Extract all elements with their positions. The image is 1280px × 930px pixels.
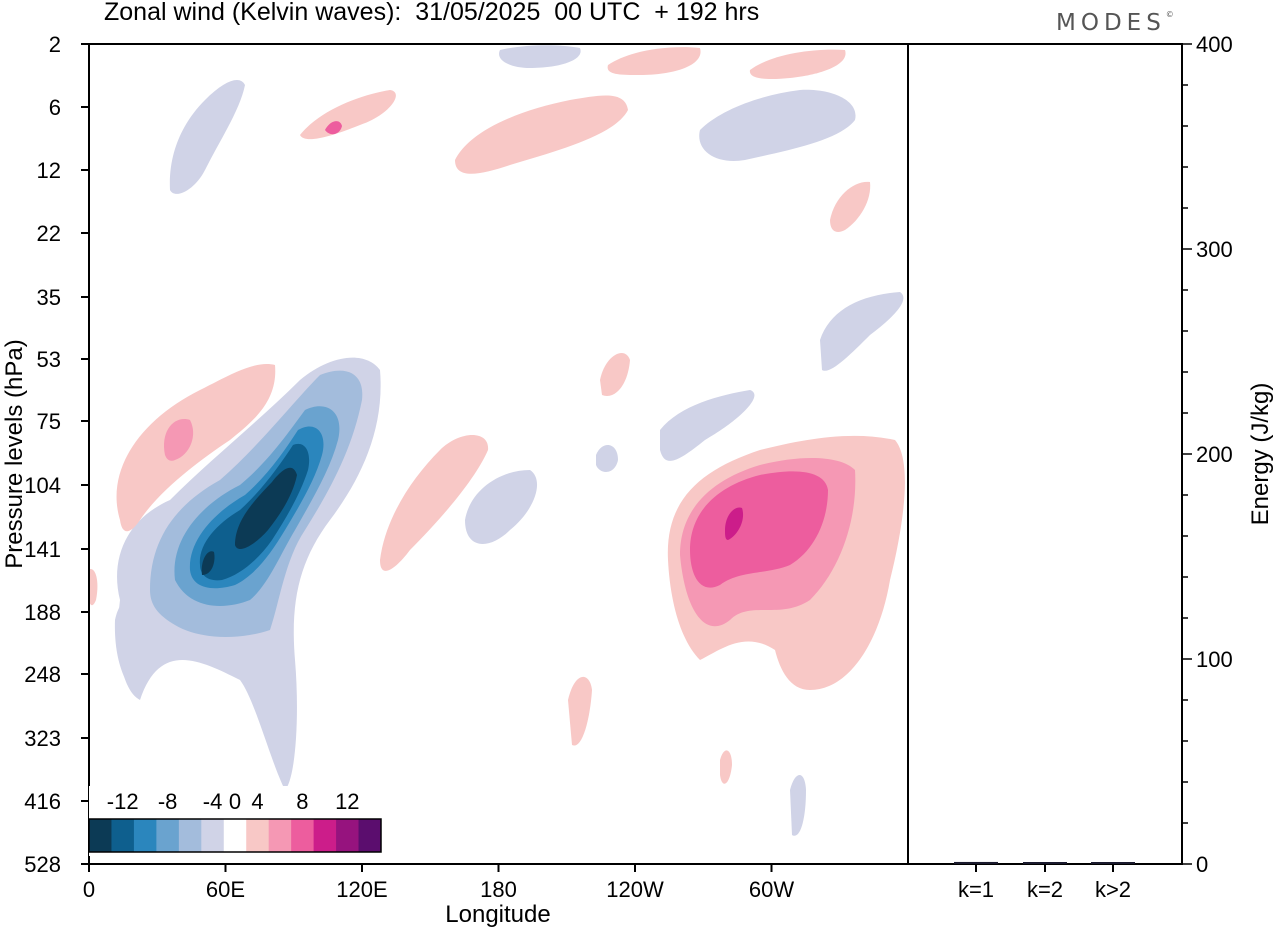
energy-bar-3 — [1091, 862, 1135, 864]
y-tick-label: 104 — [24, 473, 61, 498]
contour-neg-upper — [699, 89, 856, 161]
contour-pos-1c — [600, 352, 630, 396]
y-tick-label: 2 — [49, 32, 61, 57]
contour-pos-4d — [725, 507, 744, 540]
contour-neg-top — [499, 45, 581, 68]
energy-tick-label: 400 — [1196, 32, 1233, 57]
y-tick-label: 75 — [37, 409, 61, 434]
contour-pos-upper-left — [300, 90, 396, 140]
contour-pos-1b — [380, 435, 489, 571]
y-tick-label: 323 — [24, 726, 61, 751]
colorbar-label: 12 — [335, 789, 359, 814]
y-tick-label: 22 — [37, 221, 61, 246]
colorbar-swatch — [358, 819, 382, 852]
y-tick-label: 35 — [37, 285, 61, 310]
colorbar-frame — [88, 818, 382, 853]
x-axis-label: Longitude — [445, 901, 550, 928]
colorbar-label: 0 — [229, 789, 241, 814]
y-tick-label: 188 — [24, 600, 61, 625]
energy-bar-2 — [1023, 862, 1067, 864]
x-tick-label: 0 — [83, 877, 95, 902]
contour-pos-upper — [455, 95, 628, 174]
colorbar-swatch — [89, 819, 112, 852]
contour-neg-upper-left — [169, 80, 245, 194]
contour-pos-lower2 — [720, 750, 732, 784]
y-axis-label: Pressure levels (hPa) — [1, 339, 28, 568]
contour-neg-6b — [201, 551, 215, 575]
y-tick-label: 528 — [24, 852, 61, 877]
contour-neg-small — [596, 444, 618, 472]
contour-neg-6 — [235, 467, 297, 550]
energy-bar-1 — [954, 861, 998, 864]
contour-pos-upper-dot — [325, 121, 342, 135]
contour-neg-left-low — [114, 600, 139, 685]
energy-category-label: k=1 — [958, 877, 994, 902]
contour-pos-3d — [690, 471, 828, 588]
colorbar-swatch — [201, 819, 225, 852]
colorbar-swatch — [291, 819, 315, 852]
energy-tick-label: 300 — [1196, 237, 1233, 262]
colorbar-swatch — [156, 819, 180, 852]
colorbar-label: -4 — [203, 789, 223, 814]
contour-pos-2a — [164, 419, 194, 461]
energy-tick-label: 0 — [1196, 852, 1208, 877]
brand-text: MODES — [1056, 10, 1166, 36]
brand-mark: © — [1165, 10, 1174, 19]
y-tick-label: 416 — [24, 789, 61, 814]
colorbar-label: -8 — [158, 789, 178, 814]
zonal-wind-contours — [89, 45, 905, 836]
y-tick-label: 53 — [37, 347, 61, 372]
y-tick-label: 248 — [24, 662, 61, 687]
energy-axis-label: Energy (J/kg) — [1247, 383, 1274, 526]
colorbar-swatch — [246, 819, 270, 852]
colorbar-label: 4 — [251, 789, 263, 814]
y-tick-label: 12 — [37, 158, 61, 183]
contour-pos-lower — [568, 676, 592, 746]
energy-tick-label: 200 — [1196, 442, 1233, 467]
colorbar-swatch — [313, 819, 337, 852]
chart-title: Zonal wind (Kelvin waves): 31/05/2025 00… — [104, 0, 760, 26]
y-tick-label: 141 — [24, 537, 61, 562]
axes: 2 6 12 22 35 53 75 104 141 188 248 323 416 528 Pressur… — [1, 32, 1183, 928]
colorbar-swatch — [178, 819, 202, 852]
colorbar-swatch — [268, 819, 292, 852]
x-tick-label: 60W — [749, 877, 794, 902]
energy-category-label: k>2 — [1095, 877, 1131, 902]
contour-neg-right — [820, 292, 904, 371]
energy-tick-label: 100 — [1196, 647, 1233, 672]
contour-pos-top-right — [749, 49, 846, 80]
colorbar-swatch — [336, 819, 360, 852]
x-tick-label: 180 — [480, 877, 517, 902]
contour-neg-dateline — [465, 470, 538, 544]
colorbar: -12 -8 -4 0 4 8 12 — [88, 786, 382, 856]
colorbar-swatch — [133, 819, 157, 852]
brand-logo: MODES© — [1056, 10, 1174, 36]
energy-category-label: k=2 — [1027, 877, 1063, 902]
colorbar-swatch — [111, 819, 135, 852]
colorbar-label: 8 — [296, 789, 308, 814]
y-tick-label: 6 — [49, 95, 61, 120]
x-tick-label: 120W — [606, 877, 664, 902]
energy-panel: 0 100 200 300 400 Energy (J/kg) k=1 k=2 k>2 — [954, 32, 1274, 902]
contour-pos-top — [607, 47, 701, 75]
x-tick-label: 120E — [336, 877, 387, 902]
contour-neg-lower — [790, 775, 806, 836]
x-tick-label: 60E — [206, 877, 245, 902]
contour-neg-2b — [660, 390, 755, 461]
contour-pos-1a — [116, 364, 276, 532]
colorbar-label: -12 — [107, 789, 139, 814]
contour-pos-edge — [89, 569, 98, 606]
colorbar-swatch — [223, 819, 247, 852]
contour-pos-right — [830, 181, 871, 232]
